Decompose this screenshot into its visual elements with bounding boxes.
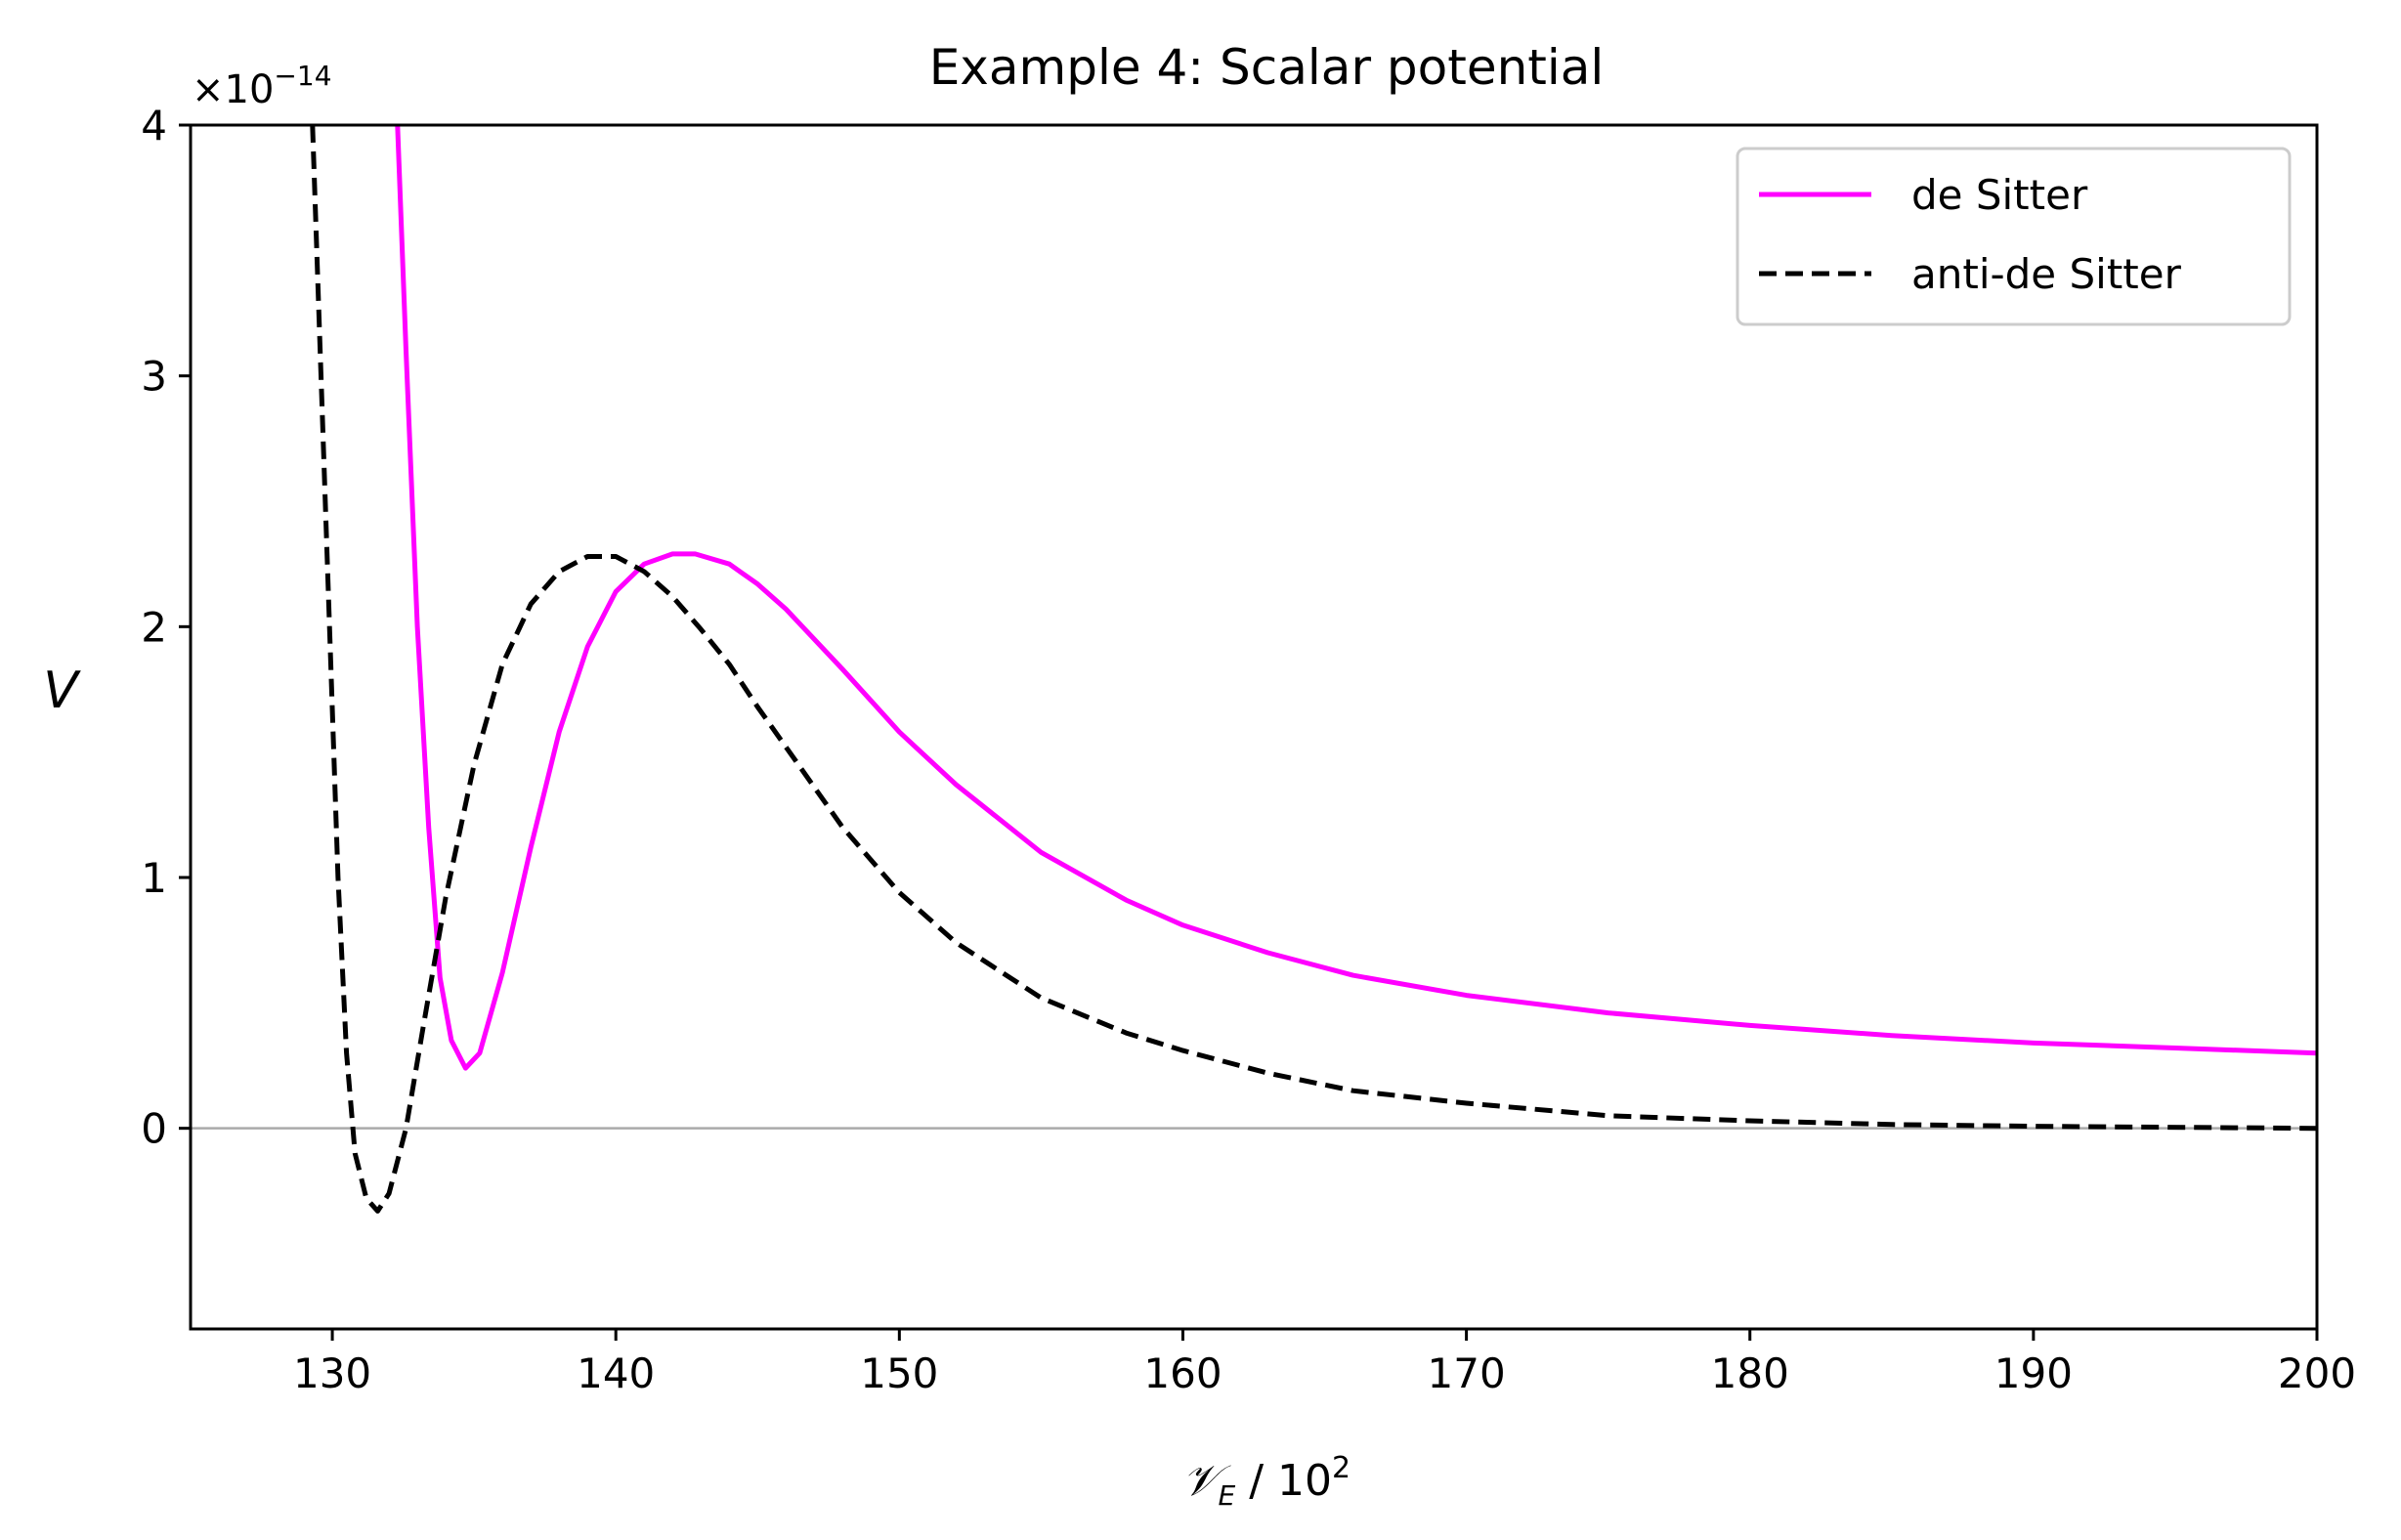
legend: de Sitter anti-de Sitter: [1736, 147, 2292, 326]
plot-frame: [189, 123, 2319, 1331]
x-tick-label: 190: [1994, 1349, 2073, 1397]
y-tick-label: 0: [141, 1105, 167, 1153]
x-label-sup: 2: [1332, 1451, 1351, 1485]
plot-area: [189, 123, 2319, 1331]
chart-title: Example 4: Scalar potential: [929, 39, 1605, 96]
x-axis: 130 140 150 160 170 180 190 200: [293, 1329, 2356, 1397]
y-tick-label: 4: [141, 102, 167, 150]
legend-label-anti-de-sitter: anti-de Sitter: [1911, 250, 2182, 298]
x-tick-label: 160: [1143, 1349, 1222, 1397]
y-offset-exp: −14: [274, 60, 331, 92]
y-offset-base: ×10: [192, 67, 274, 112]
x-tick-label: 170: [1428, 1349, 1506, 1397]
series-line-anti-de-sitter: [310, 125, 2317, 1214]
x-tick-label: 150: [860, 1349, 938, 1397]
x-label-rest: / 10: [1235, 1456, 1332, 1506]
y-tick-label: 1: [141, 854, 167, 902]
x-axis-label: 𝒱E / 102: [1182, 1451, 1351, 1512]
x-label-sub: E: [1219, 1479, 1236, 1512]
legend-box: [1736, 147, 2292, 326]
y-tick-label: 3: [141, 353, 167, 401]
y-tick-label: 2: [141, 603, 167, 651]
legend-label-de-sitter: de Sitter: [1911, 171, 2088, 219]
series-line-de-sitter: [395, 125, 2317, 1071]
y-axis: 0 1 2 3 4: [141, 102, 191, 1153]
y-axis-label: V: [43, 662, 81, 720]
x-tick-label: 180: [1711, 1349, 1789, 1397]
grid-and-lines: [191, 125, 2317, 1214]
x-tick-label: 140: [577, 1349, 655, 1397]
x-tick-label: 130: [293, 1349, 371, 1397]
x-tick-label: 200: [2278, 1349, 2356, 1397]
y-offset-label: ×10−14: [192, 60, 332, 112]
